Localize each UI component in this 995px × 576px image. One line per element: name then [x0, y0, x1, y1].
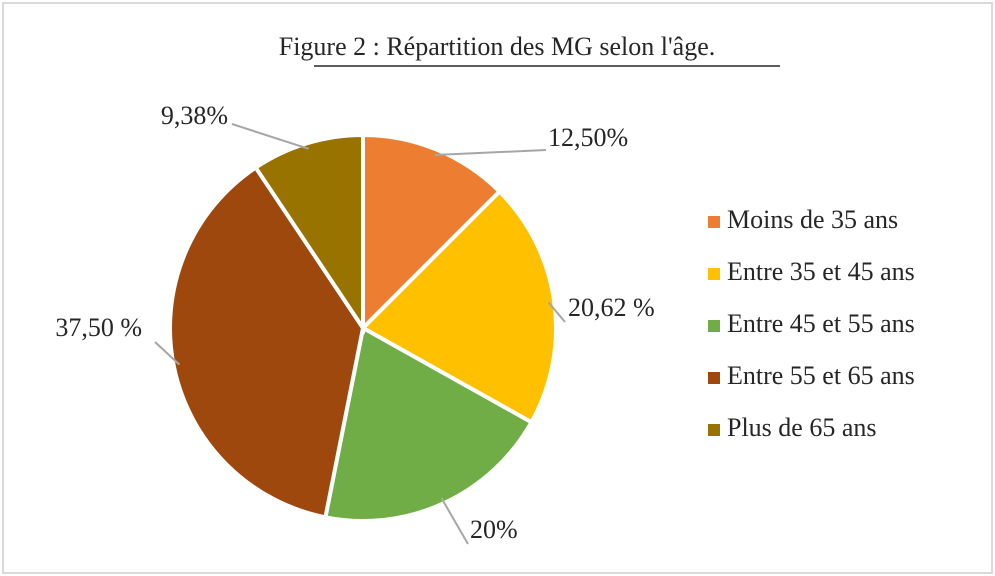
legend-label: Entre 45 et 55 ans: [727, 309, 915, 338]
leader-line: [154, 341, 181, 366]
data-label: 37,50 %: [55, 313, 142, 342]
data-label: 9,38%: [161, 101, 228, 130]
leader-line: [434, 149, 547, 157]
pie-slice: [252, 132, 365, 335]
legend-label: Plus de 65 ans: [727, 413, 877, 442]
legend-swatch: [708, 320, 720, 332]
leader-line: [440, 497, 469, 545]
legend-swatch: [708, 424, 720, 436]
leader-line: [231, 123, 309, 150]
leader-line: [547, 301, 566, 323]
legend-swatch: [708, 372, 720, 384]
data-label: 20,62 %: [568, 293, 655, 322]
pie-slice: [168, 164, 366, 520]
pie-slice: [361, 132, 503, 333]
pie-slice: [359, 188, 558, 425]
data-label: 12,50%: [548, 123, 628, 152]
legend-label: Entre 55 et 65 ans: [727, 361, 915, 390]
legend-swatch: [708, 216, 720, 228]
legend-swatch: [708, 268, 720, 280]
legend-label: Entre 35 et 45 ans: [727, 257, 915, 286]
data-label: 20%: [470, 515, 518, 544]
chart-title: Figure 2 : Répartition des MG selon l'âg…: [279, 32, 716, 61]
legend-label: Moins de 35 ans: [727, 205, 898, 234]
